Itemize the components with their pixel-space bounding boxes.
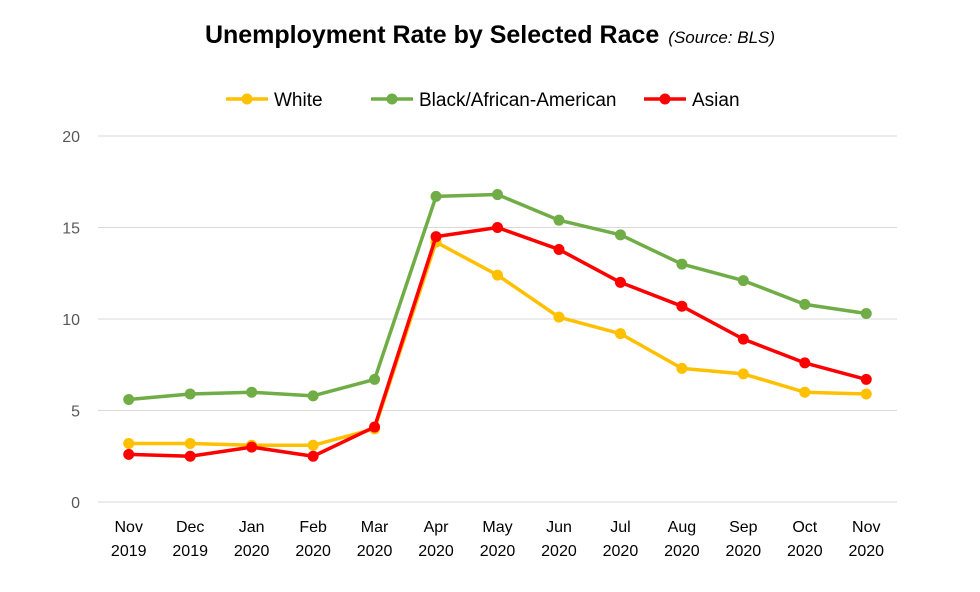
series-asian [123, 222, 872, 462]
data-point [737, 275, 749, 287]
data-point [430, 190, 442, 202]
x-tick-label: Nov 2019 [111, 519, 147, 560]
x-axis: Nov 2019 Dec 2019 Jan 2020 Feb 2020 Mar 2020 Apr 20… [111, 519, 884, 560]
x-tick-label: Jul 2020 [603, 519, 639, 560]
series-group [123, 189, 872, 462]
y-tick-label: 15 [62, 221, 80, 238]
data-point [614, 229, 626, 241]
data-point [123, 437, 135, 449]
x-tick-label: Dec 2019 [172, 519, 208, 560]
y-tick-label: 0 [71, 495, 80, 512]
data-point [492, 269, 503, 281]
data-point [676, 362, 688, 374]
data-point [430, 231, 442, 243]
data-point [799, 298, 811, 310]
data-point [799, 357, 811, 369]
legend-swatch-marker [386, 93, 398, 105]
data-point [614, 276, 626, 288]
series-black-african-american [123, 189, 872, 406]
legend-label: Black/African-American [419, 90, 616, 111]
data-point [676, 300, 688, 312]
data-point [369, 421, 381, 433]
x-tick-label: Apr 2020 [418, 519, 454, 560]
data-point [123, 394, 135, 406]
y-tick-label: 5 [71, 404, 80, 421]
x-tick-label: Oct 2020 [787, 519, 823, 560]
x-tick-label: Feb 2020 [295, 519, 331, 560]
data-point [553, 311, 565, 323]
data-point [553, 214, 565, 226]
x-tick-label: Jan 2020 [234, 519, 270, 560]
data-point [860, 388, 872, 400]
data-point [184, 450, 196, 462]
x-tick-label: Sep 2020 [726, 519, 762, 560]
legend-swatch-marker [241, 93, 253, 105]
data-point [737, 368, 749, 380]
chart-title: Unemployment Rate by Selected Race (Sourc… [205, 21, 775, 49]
series-line-asian [128, 225, 867, 458]
legend-item-black-african-american: Black/African-American [371, 90, 616, 111]
x-tick-label: Mar 2020 [357, 519, 393, 560]
data-point [799, 386, 811, 398]
legend: White Black/African-American Asian [226, 90, 740, 111]
y-tick-label: 20 [62, 129, 80, 146]
data-point [492, 222, 503, 233]
data-point [737, 333, 749, 345]
data-point [860, 373, 872, 385]
data-point [123, 448, 135, 460]
data-point [614, 328, 626, 340]
y-tick-label: 10 [62, 312, 80, 329]
legend-label: White [274, 90, 323, 111]
data-point [246, 441, 258, 453]
x-tick-label: May 2020 [480, 519, 516, 560]
data-point [676, 258, 688, 270]
data-point [307, 390, 319, 402]
data-point [307, 439, 319, 451]
x-tick-label: Nov 2020 [848, 519, 884, 560]
data-point [553, 243, 565, 255]
legend-item-white: White [226, 90, 323, 111]
x-tick-label: Aug 2020 [664, 519, 700, 560]
legend-item-asian: Asian [644, 90, 740, 111]
data-point [860, 308, 872, 320]
legend-label: Asian [692, 90, 740, 111]
data-point [492, 189, 503, 201]
legend-swatch-marker [659, 93, 671, 105]
x-tick-label: Jun 2020 [541, 519, 577, 560]
data-point [307, 450, 319, 462]
data-point [369, 373, 381, 385]
data-point [184, 388, 196, 400]
data-point [184, 437, 196, 449]
data-point [246, 386, 258, 398]
y-axis: 0 5 10 15 20 [62, 129, 80, 512]
